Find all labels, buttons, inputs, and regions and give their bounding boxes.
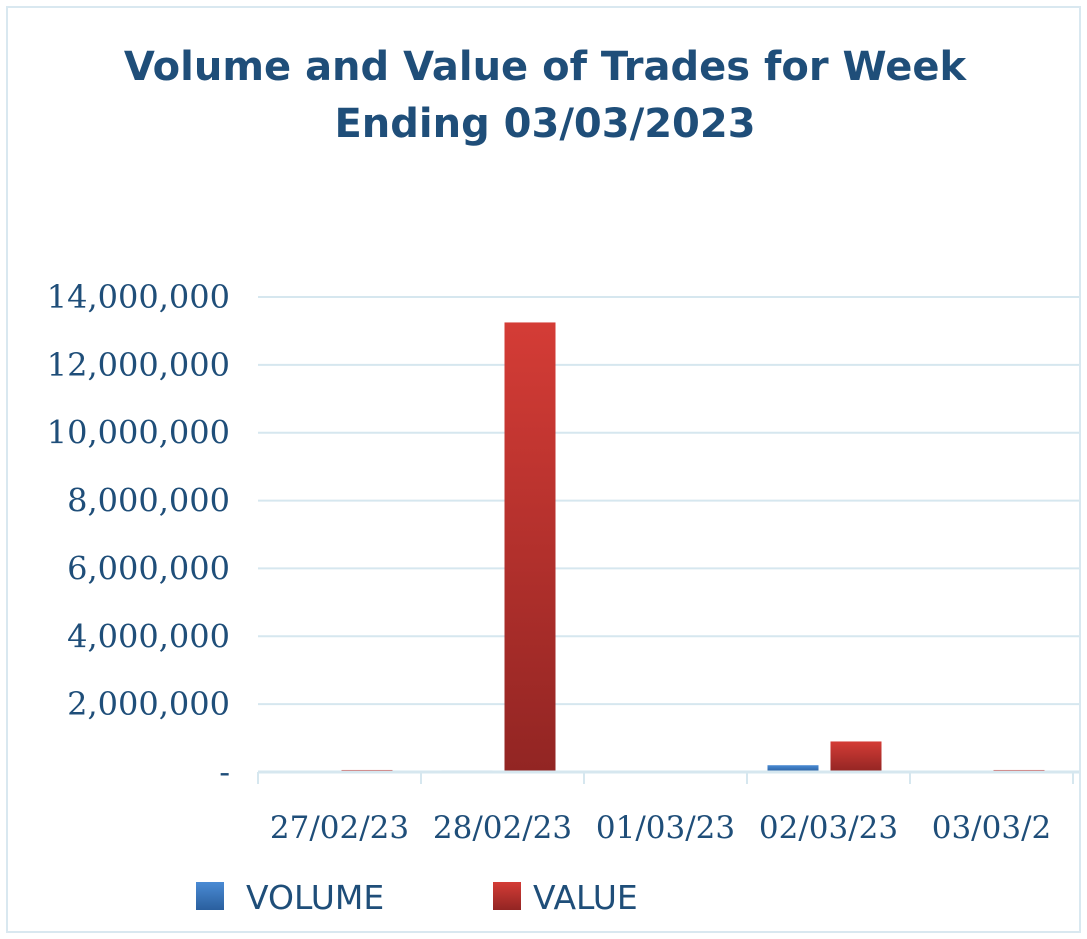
x-tick-label: 02/03/23 bbox=[759, 810, 898, 846]
chart-title: Volume and Value of Trades for Week bbox=[124, 44, 968, 90]
x-tick-label: 01/03/23 bbox=[596, 810, 735, 846]
x-tick-label: 03/03/2 bbox=[932, 810, 1052, 846]
y-tick-label: 6,000,000 bbox=[67, 549, 230, 587]
chart-svg: Volume and Value of Trades for Week Endi… bbox=[47, 44, 1079, 917]
chart-title-line2: Ending 03/03/2023 bbox=[334, 101, 755, 147]
value-bar bbox=[504, 322, 556, 772]
y-tick-label: 14,000,000 bbox=[47, 278, 230, 316]
legend-swatch-volume bbox=[196, 882, 224, 910]
legend-swatch-value bbox=[493, 882, 521, 910]
y-tick-label: 4,000,000 bbox=[67, 617, 230, 655]
y-tick-label: 2,000,000 bbox=[67, 685, 230, 723]
value-bar bbox=[830, 741, 882, 772]
y-tick-label: 10,000,000 bbox=[47, 414, 230, 452]
y-tick-label: - bbox=[219, 753, 230, 791]
legend-label-volume: VOLUME bbox=[246, 878, 384, 917]
legend-label-value: VALUE bbox=[533, 878, 638, 917]
volume-bar bbox=[767, 765, 819, 772]
y-tick-label: 8,000,000 bbox=[67, 482, 230, 520]
y-tick-label: 12,000,000 bbox=[47, 346, 230, 384]
x-tick-label: 27/02/23 bbox=[270, 810, 409, 846]
x-tick-label: 28/02/23 bbox=[433, 810, 572, 846]
chart-frame: Volume and Value of Trades for Week Endi… bbox=[6, 6, 1081, 933]
